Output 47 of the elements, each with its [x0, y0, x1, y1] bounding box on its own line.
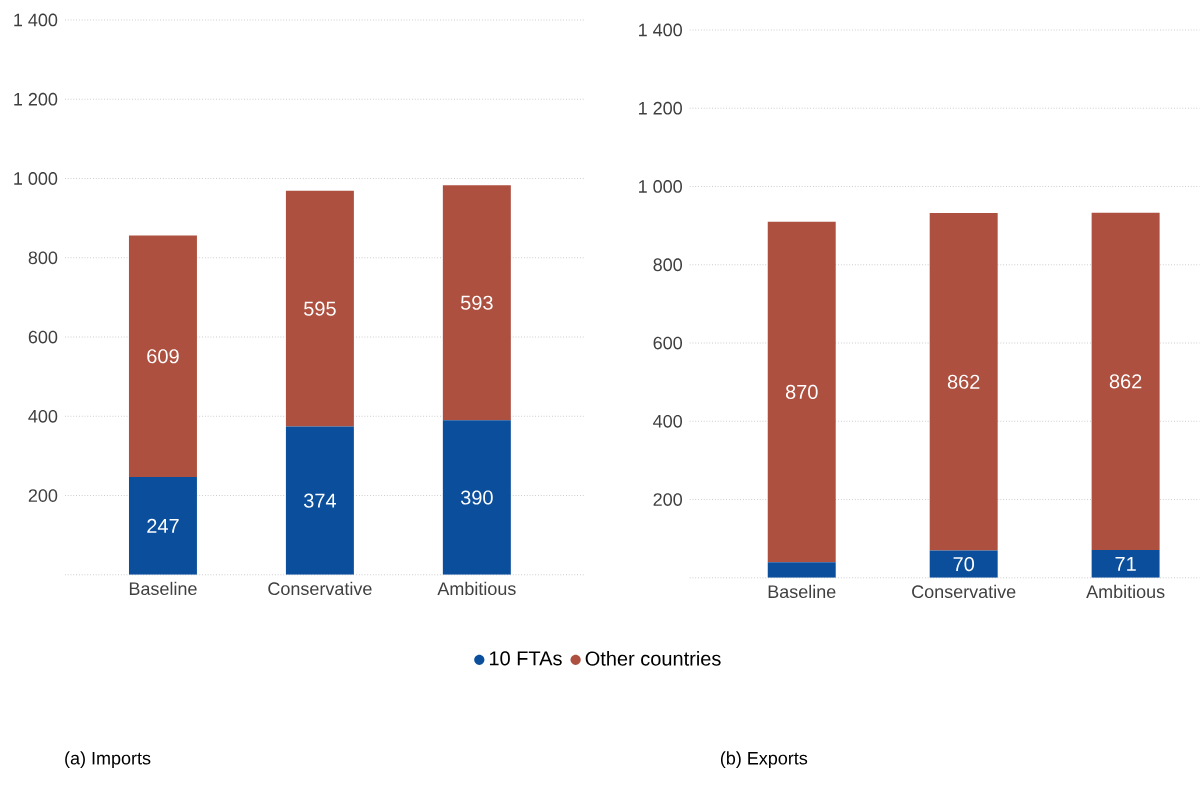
data-label: 390: [460, 490, 493, 505]
x-tick-label: Ambitious: [1086, 584, 1165, 599]
data-label: 862: [947, 374, 980, 389]
legend-label: 10 FTAs: [489, 651, 562, 666]
data-label: 870: [785, 384, 818, 400]
bar: [128, 235, 197, 478]
bar: [285, 426, 354, 575]
legend-label: Other countries: [585, 651, 721, 666]
bar: [442, 420, 511, 575]
text: (b) Exports: [720, 751, 808, 769]
y-tick-label: 1 000: [14, 172, 58, 186]
data-label: 70: [953, 557, 975, 572]
y-tick-label: 1 000: [639, 180, 682, 194]
bar: [929, 213, 998, 551]
y-tick-label: 400: [28, 410, 58, 423]
y-tick-label: 200: [653, 493, 683, 507]
x-tick-label: Baseline: [768, 584, 836, 599]
data-label: 247: [147, 519, 179, 533]
bar: [285, 190, 354, 427]
data-label: 595: [304, 301, 336, 316]
y-tick-label: 200: [28, 489, 58, 503]
y-tick-label: 600: [653, 336, 683, 350]
y-tick-label: 1 200: [639, 101, 682, 115]
x-tick-label: Baseline: [129, 581, 197, 596]
data-label: 71: [1115, 557, 1136, 571]
bar: [929, 550, 998, 578]
y-tick-label: 600: [28, 330, 58, 344]
bar: [1091, 212, 1160, 551]
bar: [128, 477, 197, 575]
data-label: 609: [147, 349, 179, 364]
y-tick-label: 800: [653, 258, 683, 272]
x-tick-label: Conservative: [268, 581, 372, 596]
x-tick-label: Conservative: [912, 584, 1016, 599]
bar: [442, 185, 511, 421]
data-label: 374: [303, 493, 336, 508]
y-tick-label: 1 400: [14, 13, 58, 27]
y-tick-label: 1 200: [14, 93, 58, 106]
y-tick-label: 400: [653, 415, 683, 428]
bar: [1091, 550, 1160, 578]
data-label: 862: [1109, 374, 1142, 389]
x-tick-label: Ambitious: [437, 581, 516, 596]
y-tick-label: 800: [28, 251, 58, 265]
bar: [767, 221, 836, 563]
bar: [767, 562, 836, 578]
text: (a) Imports: [65, 751, 151, 769]
data-label: 593: [460, 295, 493, 310]
y-tick-label: 1 400: [639, 23, 682, 37]
